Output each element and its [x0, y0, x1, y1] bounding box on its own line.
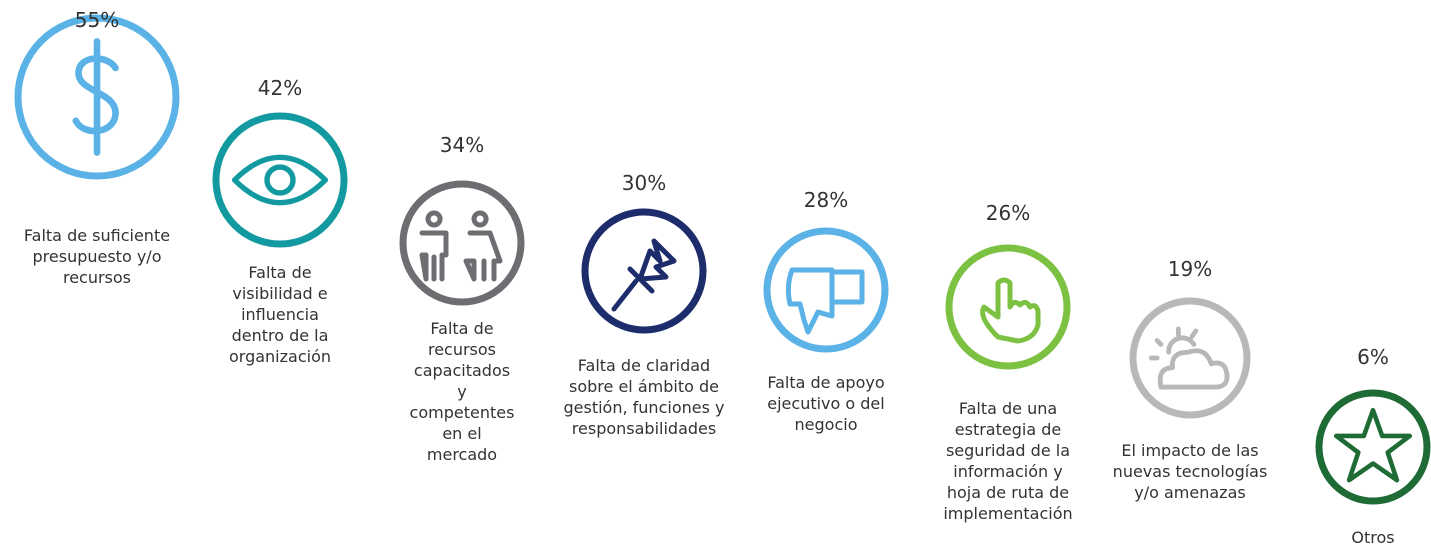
icon-circle: [581, 208, 707, 334]
percent-label: 34%: [439, 133, 485, 157]
percent-label: 42%: [257, 76, 303, 100]
percent-label: 28%: [803, 188, 849, 212]
icon-circle: [399, 180, 525, 306]
icon-glyph: [980, 277, 1041, 344]
icon-glyph: [231, 154, 329, 206]
category-label: Falta de suficiente presupuesto y/o recu…: [23, 226, 171, 287]
icon-circle: [945, 244, 1071, 370]
category-label: Falta de apoyo ejecutivo o del negocio: [767, 373, 885, 434]
percent-label: 6%: [1357, 345, 1389, 369]
icon-circle: [1315, 389, 1431, 505]
category-label: Falta de visibilidad e influencia dentro…: [228, 263, 331, 366]
icon-glyph: [785, 267, 865, 335]
percent-label: 26%: [985, 201, 1031, 225]
category-label: El impacto de las nuevas tecnologías y/o…: [1112, 441, 1268, 502]
icon-glyph: [1333, 407, 1413, 483]
icon-circle: [212, 112, 348, 248]
icon-glyph: [611, 238, 677, 312]
category-label: Falta de recursos capacitados y competen…: [409, 319, 515, 464]
category-label: Otros: [1351, 528, 1395, 547]
icon-circle: [1129, 297, 1251, 419]
category-label: Falta de claridad sobre el ámbito de ges…: [563, 356, 725, 438]
icon-glyph: [72, 38, 119, 156]
percent-label: 19%: [1167, 257, 1213, 281]
icon-circle: [14, 14, 180, 180]
icon-circle: [763, 227, 889, 353]
percent-label: 55%: [74, 8, 120, 32]
percent-label: 30%: [621, 171, 667, 195]
icon-glyph: [419, 210, 503, 282]
icon-glyph: [1148, 326, 1230, 390]
category-label: Falta de una estrategia de seguridad de …: [943, 399, 1073, 523]
